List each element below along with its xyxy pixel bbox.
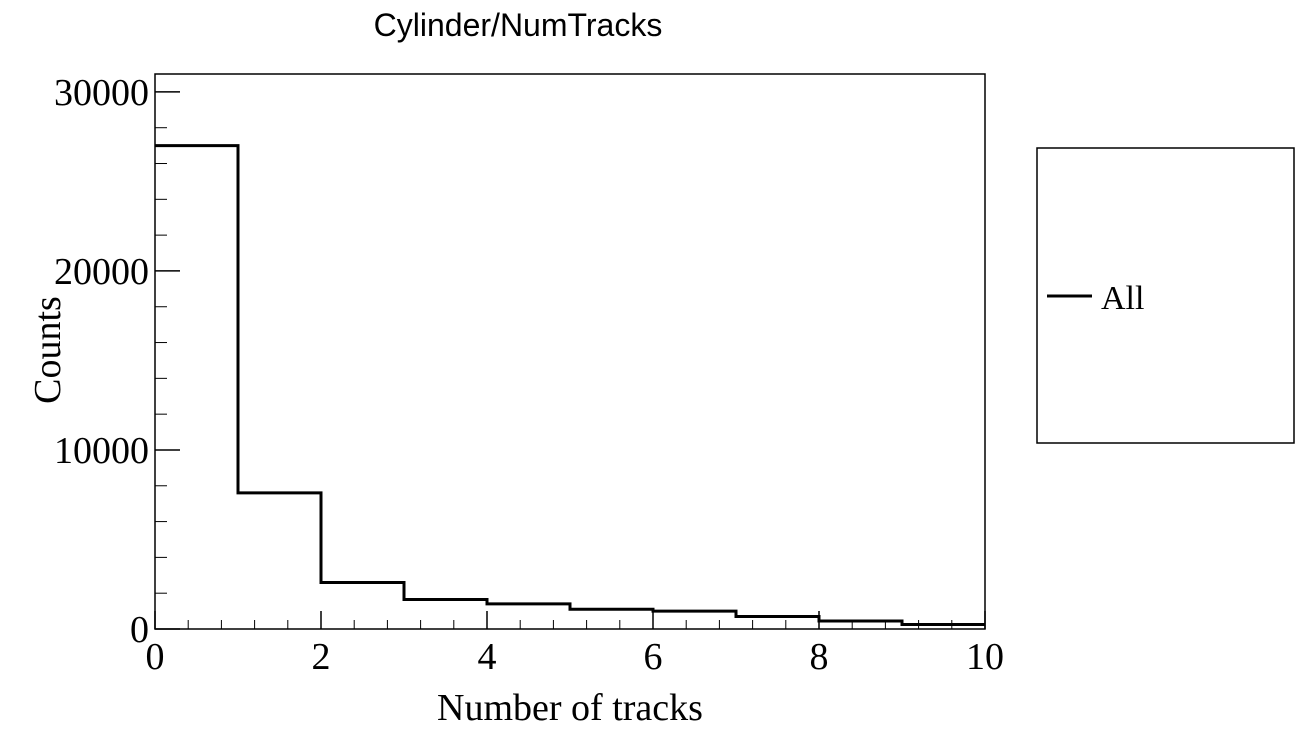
- histogram-bin: [487, 604, 570, 629]
- histogram-bin: [736, 616, 819, 629]
- histogram-bins: [155, 146, 985, 629]
- histogram-bin: [155, 146, 238, 629]
- histogram-bin: [404, 599, 487, 629]
- histogram-bin: [653, 611, 736, 629]
- x-tick-label: 4: [478, 636, 497, 678]
- series-line-all: [155, 144, 985, 627]
- y-tick-label: 0: [130, 609, 149, 651]
- x-tick-label: 2: [312, 636, 331, 678]
- y-tick-label: 10000: [54, 430, 149, 472]
- y-tick-label: 30000: [54, 72, 149, 114]
- y-axis-ticks: 0 10000 20000 30000: [54, 72, 180, 651]
- x-tick-label: 6: [644, 636, 663, 678]
- y-axis-label: Counts: [27, 296, 69, 404]
- legend-label-all: All: [1101, 280, 1144, 317]
- legend: All: [1036, 147, 1295, 444]
- x-axis-label: Number of tracks: [437, 687, 703, 729]
- histogram-bin: [238, 493, 321, 629]
- x-tick-label: 8: [810, 636, 829, 678]
- x-tick-label: 0: [146, 636, 165, 678]
- legend-box: [1036, 147, 1295, 444]
- x-tick-label: 10: [966, 636, 1004, 678]
- plot-frame: [154, 73, 986, 630]
- histogram-bin: [321, 582, 404, 629]
- x-axis-ticks: 0 2 4 6 8 10: [146, 611, 1004, 678]
- histogram-bin: [570, 609, 653, 629]
- y-tick-label: 20000: [54, 251, 149, 293]
- chart-title: Cylinder/NumTracks: [374, 7, 663, 43]
